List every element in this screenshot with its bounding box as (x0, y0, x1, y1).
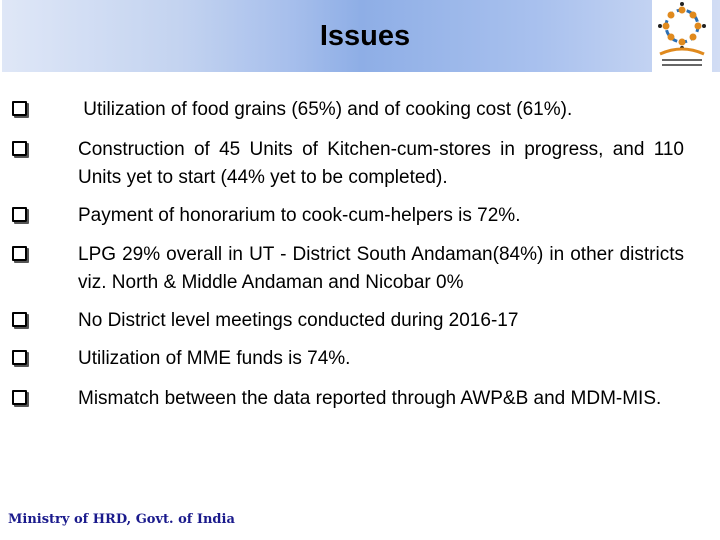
slide-title: Issues (319, 20, 411, 52)
mdm-logo-icon (658, 2, 706, 66)
bullet-text: No District level meetings conducted dur… (78, 310, 519, 331)
checkbox-bullet-icon (12, 101, 27, 116)
footer-ministry: Ministry of HRD, Govt. of India (8, 512, 235, 527)
bullet-text: LPG 29% overall in UT - District South A… (78, 244, 684, 293)
checkbox-bullet-icon (12, 312, 27, 327)
checkbox-bullet-icon (12, 350, 27, 365)
checkbox-bullet-icon (12, 207, 27, 222)
bullet-text: Payment of honorarium to cook-cum-helper… (78, 205, 521, 226)
checkbox-bullet-icon (12, 390, 27, 405)
bullet-text: Construction of 45 Units of Kitchen-cum-… (78, 139, 684, 188)
mid-day-meal-logo (652, 0, 712, 72)
bullet-text: Utilization of MME funds is 74%. (78, 348, 351, 369)
checkbox-bullet-icon (12, 246, 27, 261)
bullet-text: Mismatch between the data reported throu… (78, 388, 662, 409)
checkbox-bullet-icon (12, 141, 27, 156)
title-bar (2, 0, 720, 72)
bullet-text: Utilization of food grains (65%) and of … (78, 99, 573, 120)
